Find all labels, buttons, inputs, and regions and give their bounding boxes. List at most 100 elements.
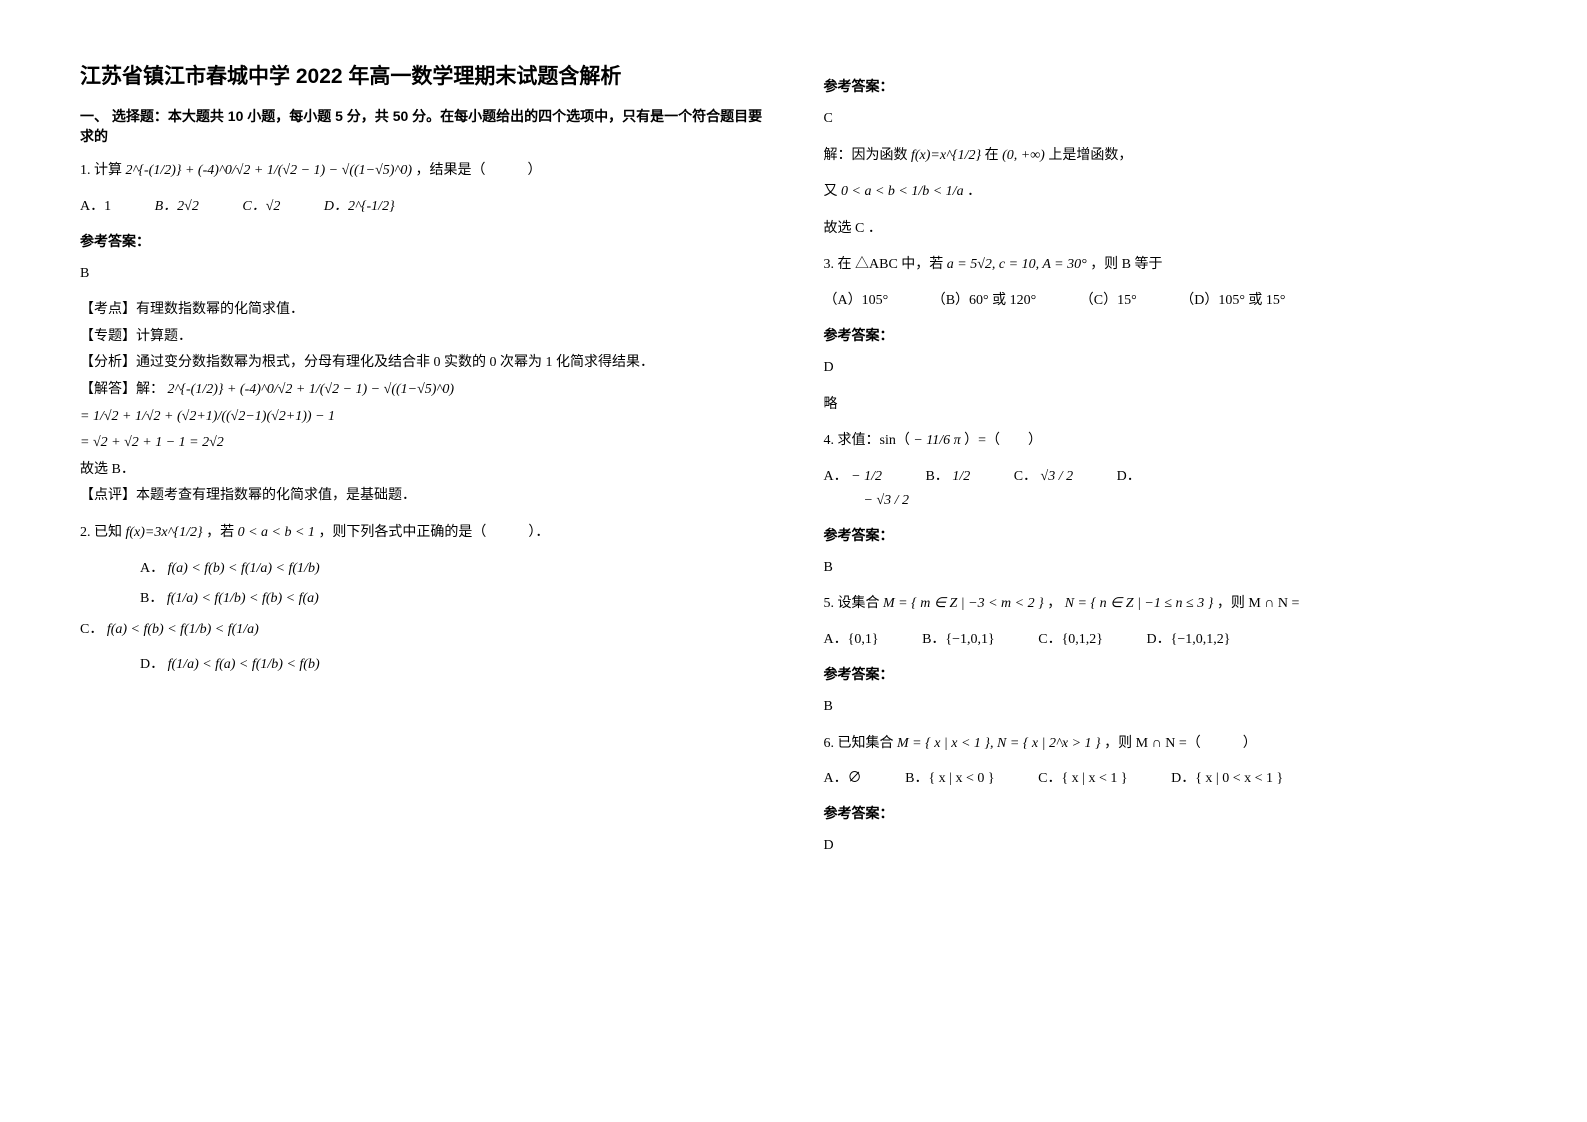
q1-ans-head: 参考答案： [80,231,764,251]
q5-setM: M = { m ∈ Z | −3 < m < 2 } [883,596,1044,611]
q4-labA: A． [824,469,848,484]
q3-brief: 略 [824,392,1508,419]
q4-options-row1: A． − 1/2 B． 1/2 C． √3 / 2 D． [824,465,1508,485]
q2-labC: C． [80,622,103,637]
q2-stem-suffix: ，则下列各式中正确的是（ ）． [318,525,549,540]
q4-labC: C． [1014,469,1037,484]
q1-options: A．1 B．2√2 C．√2 D．2^{-1/2} [80,195,764,215]
q2-sol2-prefix: 又 [824,184,842,199]
right-column: 参考答案： C 解：因为函数 f(x)=x^{1/2} 在 (0, +∞) 上是… [824,60,1508,870]
q2-optA: f(a) < f(b) < f(1/a) < f(1/b) [168,561,320,576]
q3-options: （A）105° （B）60° 或 120° （C）15° （D）105° 或 1… [824,289,1508,309]
q4-stem-math: − 11/6 π [913,433,960,448]
q1-stem-math: 2^{-(1/2)} + (-4)^0/√2 + 1/(√2 − 1) − √(… [126,163,413,178]
q1-optA: A．1 [80,195,111,215]
q6-stem: 6. 已知集合 M = { x | x < 1 }, N = { x | 2^x… [824,731,1508,758]
q1-exp4-prefix: 【解答】解： [80,382,164,397]
q2-sol1-math: f(x)=x^{1/2} [911,148,981,163]
q3-stem-prefix: 3. 在 △ABC 中，若 [824,257,947,272]
q2-sol1-mid: 在 [985,148,1003,163]
q2-optC-row: C． f(a) < f(b) < f(1/b) < f(1/a) [80,617,764,644]
q4-optB-wrap: B． 1/2 [925,465,970,485]
q5-mid: ， [1047,596,1061,611]
q2-optA-row: A． f(a) < f(b) < f(1/a) < f(1/b) [140,557,764,577]
q2-sol2-suffix: ． [967,184,981,199]
q2-labD: D． [140,657,164,672]
q2-stem-prefix: 2. 已知 [80,525,126,540]
q4-stem: 4. 求值：sin（ − 11/6 π ）=（ ） [824,428,1508,455]
q2-sol1: 解：因为函数 f(x)=x^{1/2} 在 (0, +∞) 上是增函数， [824,143,1508,170]
q2-sol3: 故选 C ． [824,216,1508,243]
q1-exp2: 【专题】计算题． [80,324,764,351]
q6-stem-prefix: 6. 已知集合 [824,736,898,751]
q1-exp8: 【点评】本题考查有理指数幂的化简求值，是基础题． [80,483,764,510]
q2-ans-letter: C [824,106,1508,133]
q4-labD: D． [1117,465,1141,485]
q5-optA: A．{0,1} [824,628,879,648]
q1-stem-prefix: 1. 计算 [80,163,126,178]
q1-exp6-math: = √2 + √2 + 1 − 1 = 2√2 [80,430,764,457]
q1-stem-suffix: ，结果是（ ） [416,163,542,178]
q4-ans-head: 参考答案： [824,525,1508,545]
q5-setN: N = { n ∈ Z | −1 ≤ n ≤ 3 } [1065,596,1214,611]
q1-exp5-math: = 1/√2 + 1/√2 + (√2+1)/((√2−1)(√2+1)) − … [80,404,764,431]
q4-stem-suffix: ）=（ ） [964,433,1042,448]
q4-optA-wrap: A． − 1/2 [824,465,882,485]
q1-ans-letter: B [80,261,764,288]
q3-stem-math: a = 5√2, c = 10, A = 30° [947,257,1087,272]
q1-stem: 1. 计算 2^{-(1/2)} + (-4)^0/√2 + 1/(√2 − 1… [80,158,764,185]
q1-exp4-math: 2^{-(1/2)} + (-4)^0/√2 + 1/(√2 − 1) − √(… [168,382,455,397]
q6-optD: D．{ x | 0 < x < 1 } [1171,767,1283,787]
q2-optB: f(1/a) < f(1/b) < f(b) < f(a) [167,591,319,606]
left-column: 江苏省镇江市春城中学 2022 年高一数学理期末试题含解析 一、 选择题：本大题… [80,60,764,870]
q3-stem-suffix: ，则 B 等于 [1090,257,1162,272]
q3-stem: 3. 在 △ABC 中，若 a = 5√2, c = 10, A = 30° ，… [824,252,1508,279]
q5-stem-suffix: ，则 M ∩ N = [1217,596,1300,611]
q5-optC: C．{0,1,2} [1038,628,1103,648]
q3-optB: （B）60° 或 120° [932,289,1037,309]
q6-optA: A．∅ [824,767,862,787]
q6-ans-letter: D [824,833,1508,860]
q2-labB: B． [140,591,163,606]
q5-ans-letter: B [824,694,1508,721]
q3-optA: （A）105° [824,289,889,309]
q4-optA: − 1/2 [851,469,882,484]
q3-optC: （C）15° [1080,289,1137,309]
q3-ans-letter: D [824,355,1508,382]
q6-optB: B．{ x | x < 0 } [905,767,994,787]
q1-optD: D．2^{-1/2} [324,195,395,215]
q2-sol2: 又 0 < a < b < 1/b < 1/a ． [824,179,1508,206]
q2-sol2-math: 0 < a < b < 1/b < 1/a [841,184,964,199]
q2-cond: 0 < a < b < 1 [238,525,315,540]
q2-sol1-suffix: 上是增函数， [1048,148,1132,163]
q5-optD: D．{−1,0,1,2} [1147,628,1231,648]
q2-ans-head: 参考答案： [824,76,1508,96]
q3-ans-head: 参考答案： [824,325,1508,345]
q1-optB: B．2√2 [155,195,199,215]
q2-sol1-dom: (0, +∞) [1002,148,1045,163]
q5-stem-prefix: 5. 设集合 [824,596,884,611]
q4-ans-letter: B [824,555,1508,582]
q2-optD: f(1/a) < f(a) < f(1/b) < f(b) [168,657,320,672]
q1-exp1: 【考点】有理数指数幂的化简求值． [80,297,764,324]
q1-explain: 【考点】有理数指数幂的化简求值． 【专题】计算题． 【分析】通过变分数指数幂为根… [80,297,764,510]
q2-optD-row: D． f(1/a) < f(a) < f(1/b) < f(b) [140,653,764,673]
section-1-head: 一、 选择题：本大题共 10 小题，每小题 5 分，共 50 分。在每小题给出的… [80,106,764,146]
doc-title: 江苏省镇江市春城中学 2022 年高一数学理期末试题含解析 [80,60,764,90]
q1-exp7: 故选 B． [80,457,764,484]
q2-labA: A． [140,561,164,576]
q6-stem-suffix: ，则 M ∩ N =（ ） [1104,736,1257,751]
q4-labB: B． [925,469,948,484]
q6-optC: C．{ x | x < 1 } [1038,767,1127,787]
q6-setM: M = { x | x < 1 }, N = { x | 2^x > 1 } [897,736,1101,751]
q1-exp3: 【分析】通过变分数指数幂为根式，分母有理化及结合非 0 实数的 0 次幂为 1 … [80,350,764,377]
q3-optD: （D）105° 或 15° [1180,289,1285,309]
q4-optC-wrap: C． √3 / 2 [1014,465,1073,485]
q6-ans-head: 参考答案： [824,803,1508,823]
q1-optC: C．√2 [242,195,280,215]
q2-optC: f(a) < f(b) < f(1/b) < f(1/a) [107,622,259,637]
q5-ans-head: 参考答案： [824,664,1508,684]
q4-optC: √3 / 2 [1041,469,1074,484]
q5-options: A．{0,1} B．{−1,0,1} C．{0,1,2} D．{−1,0,1,2… [824,628,1508,648]
q4-stem-prefix: 4. 求值：sin（ [824,433,910,448]
